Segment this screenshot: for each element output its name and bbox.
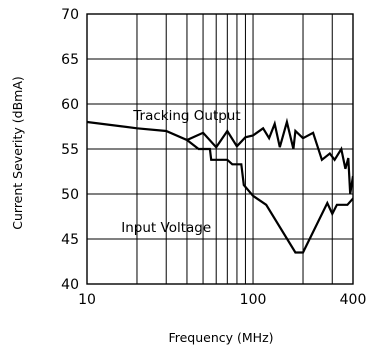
x-tick-label: 400 — [340, 292, 367, 308]
y-tick-label: 50 — [61, 187, 79, 203]
x-tick-label: 10 — [78, 292, 96, 308]
tracking-output-line — [87, 117, 353, 195]
x-tick-label: 100 — [240, 292, 267, 308]
y-tick-label: 40 — [61, 277, 79, 293]
series-group — [87, 117, 353, 254]
input-voltage-line — [186, 139, 353, 254]
series-label: Tracking Output — [132, 108, 240, 124]
series-labels: Tracking Output Input Voltage — [121, 108, 240, 236]
y-tick-label: 65 — [61, 52, 79, 68]
grid-lines — [86, 13, 354, 285]
series-label: Input Voltage — [121, 220, 211, 236]
x-tick-labels: 10 100 400 — [78, 292, 366, 308]
y-tick-label: 45 — [61, 232, 79, 248]
y-tick-label: 55 — [61, 142, 79, 158]
y-tick-label: 70 — [61, 7, 79, 23]
y-tick-labels: 40 45 50 55 60 65 70 — [61, 7, 79, 293]
y-axis-label: Current Severity (dBmA) — [10, 76, 25, 230]
y-tick-label: 60 — [61, 97, 79, 113]
plot-area-frame — [86, 13, 354, 285]
x-axis-label: Frequency (MHz) — [168, 330, 273, 345]
